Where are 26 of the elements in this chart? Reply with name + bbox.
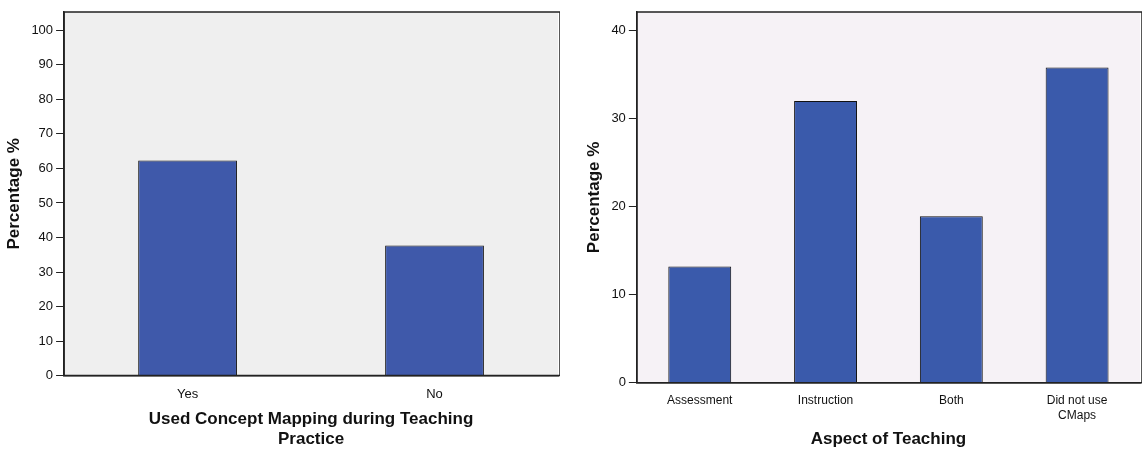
y-axis-title: Percentage %	[583, 141, 603, 254]
y-tick-label: 70	[38, 125, 54, 141]
x-tick-label: Yes	[176, 385, 199, 401]
x-tick-label: Instruction	[797, 393, 854, 408]
x-tick-label: Both	[938, 393, 964, 408]
y-tick-label: 50	[38, 194, 54, 210]
y-tick-label: 80	[38, 90, 54, 106]
x-tick-label: Did not use CMaps	[1046, 393, 1108, 422]
y-tick-label: 60	[38, 160, 54, 175]
y-tick-label: 10	[38, 332, 54, 348]
x-tick-label: No	[426, 385, 443, 401]
x-tick-label: Assessment	[667, 393, 734, 408]
x-axis-title: Used Concept Mapping during Teaching Practice	[148, 409, 474, 449]
y-tick-label: 100	[31, 21, 54, 37]
x-axis-title: Aspect of Teaching	[810, 429, 967, 449]
y-tick-label: 0	[45, 367, 54, 383]
y-tick-label: 90	[38, 56, 54, 72]
y-tick-label: 20	[38, 298, 54, 314]
y-tick-label: 30	[38, 263, 54, 279]
y-tick-label: 0	[618, 374, 626, 390]
y-axis-title: Percentage %	[3, 138, 23, 250]
y-tick-label: 10	[611, 286, 626, 302]
y-tick-label: 20	[611, 198, 626, 214]
y-tick-label: 40	[38, 229, 54, 245]
y-tick-label: 30	[611, 110, 626, 126]
y-tick-label: 40	[611, 22, 626, 38]
